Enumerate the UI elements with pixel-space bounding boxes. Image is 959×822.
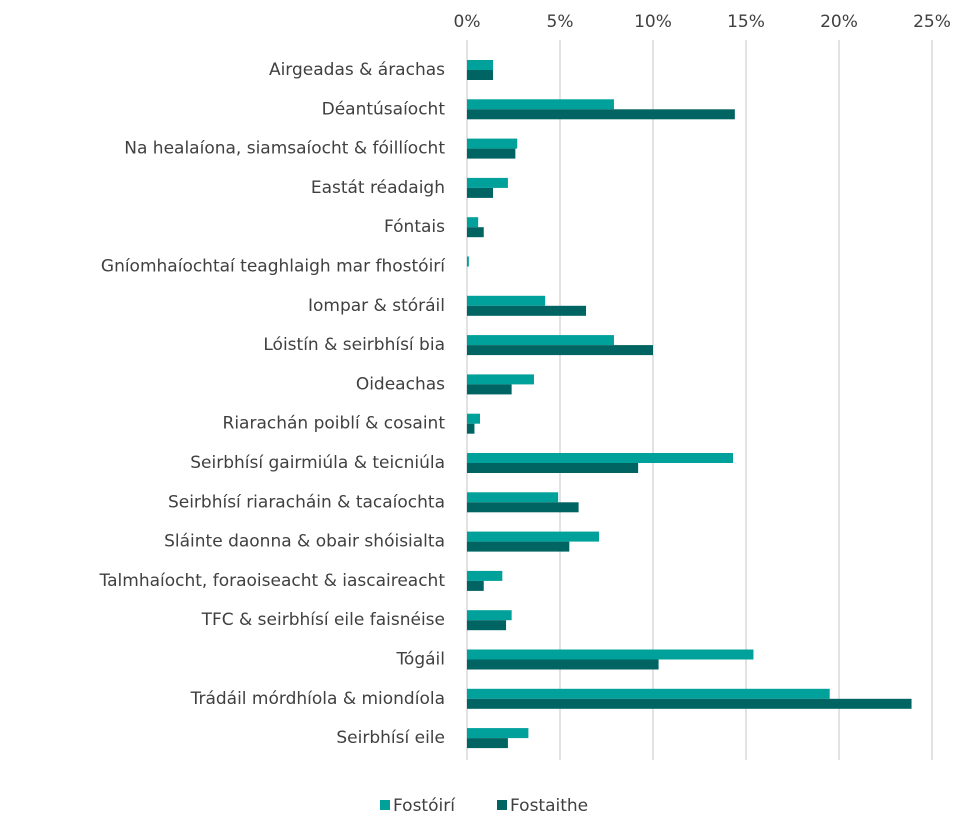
- bar: [467, 70, 494, 80]
- bar: [467, 60, 494, 70]
- x-tick-label: 20%: [820, 12, 858, 32]
- bar: [467, 659, 659, 670]
- bar: [467, 187, 494, 198]
- x-tick-label: 15%: [727, 12, 765, 32]
- bar: [467, 541, 570, 552]
- bar: [467, 620, 507, 631]
- bar: [467, 580, 484, 591]
- y-tick-label: Fóntais: [384, 217, 445, 237]
- bar: [467, 256, 469, 267]
- x-tick-label: 10%: [634, 12, 672, 32]
- bar: [467, 305, 587, 316]
- bar: [467, 217, 479, 228]
- y-tick-label: Airgeadas & árachas: [269, 60, 445, 80]
- bar: [467, 688, 830, 699]
- bar: [467, 463, 639, 473]
- bar: [467, 738, 508, 749]
- bar: [467, 138, 518, 149]
- bar: [467, 295, 546, 306]
- bar: [467, 227, 484, 238]
- x-tick-label: 0%: [454, 12, 481, 32]
- bar: [467, 531, 600, 542]
- bar: [467, 610, 512, 621]
- bar: [467, 148, 516, 159]
- y-tick-label: Oideachas: [356, 374, 445, 394]
- bar: [467, 492, 559, 503]
- y-tick-label: Eastát réadaigh: [311, 178, 445, 198]
- bar: [467, 453, 733, 463]
- y-tick-label: Talmhaíocht, foraoiseacht & iascaireacht: [99, 571, 446, 591]
- y-tick-label: TFC & seirbhísí eile faisnéise: [201, 610, 445, 630]
- y-tick-label: Iompar & stóráil: [308, 296, 445, 316]
- y-tick-label: Tógáil: [395, 650, 445, 670]
- y-tick-label: Na healaíona, siamsaíocht & fóillíocht: [124, 139, 445, 159]
- bar: [467, 502, 579, 513]
- y-tick-label: Trádáil mórdhíola & miondíola: [190, 689, 445, 709]
- legend-label: Fostaithe: [510, 796, 588, 816]
- bar: [467, 177, 508, 188]
- y-tick-label: Seirbhísí riaracháin & tacaíochta: [168, 492, 445, 512]
- legend-swatch: [497, 800, 507, 810]
- bar: [467, 413, 481, 424]
- bar: [467, 728, 529, 739]
- legend-label: Fostóirí: [393, 796, 456, 816]
- bar: [467, 570, 503, 581]
- legend-swatch: [380, 800, 390, 810]
- bar: [467, 649, 754, 660]
- bar: [467, 335, 614, 346]
- y-tick-label: Seirbhísí eile: [336, 728, 445, 748]
- bar: [467, 109, 735, 120]
- x-tick-label: 25%: [913, 12, 951, 32]
- bar: [467, 698, 912, 709]
- y-tick-label: Gníomhaíochtaí teaghlaigh mar fhostóirí: [101, 257, 446, 277]
- bar: [467, 99, 614, 110]
- bar: [467, 345, 653, 356]
- y-tick-label: Seirbhísí gairmiúla & teicniúla: [190, 453, 445, 473]
- bar: [467, 423, 475, 434]
- y-tick-label: Riarachán poiblí & cosaint: [223, 414, 446, 434]
- bar: [467, 384, 512, 395]
- y-tick-label: Sláinte daonna & obair shóisialta: [164, 532, 445, 552]
- y-tick-label: Déantúsaíocht: [322, 99, 446, 119]
- x-tick-label: 5%: [547, 12, 574, 32]
- y-tick-label: Lóistín & seirbhísí bia: [263, 335, 445, 355]
- bar: [467, 374, 534, 385]
